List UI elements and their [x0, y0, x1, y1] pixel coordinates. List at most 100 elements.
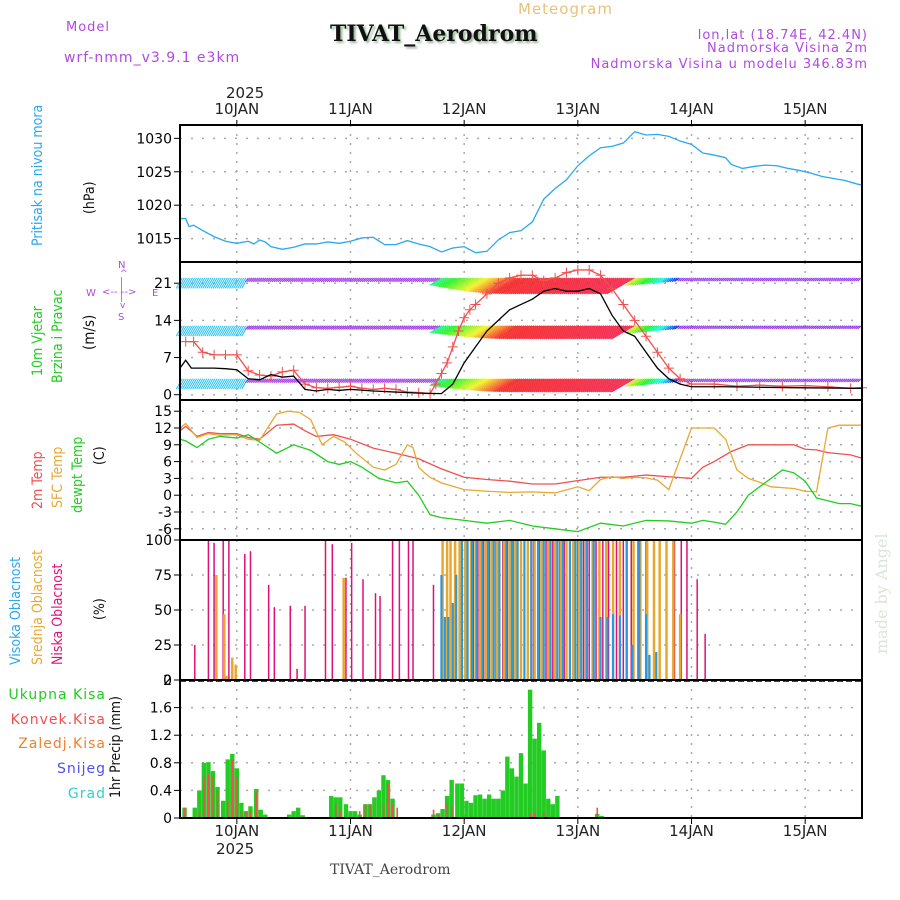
cloud-bar-visoka-oblacnost: [631, 645, 634, 680]
wind-barb: [206, 277, 214, 289]
gust-marker: [220, 349, 231, 360]
cloud-bar-niska-oblacnost: [249, 551, 252, 680]
gust-marker: [209, 349, 220, 360]
wind-barb: [220, 378, 228, 390]
gust-marker: [188, 336, 199, 347]
wind-barb: [233, 378, 240, 390]
wind-barb: [572, 378, 596, 393]
wind-barb: [793, 378, 799, 383]
legend-snow: Snijeg: [56, 761, 106, 777]
wind-barb: [648, 378, 658, 385]
wind-barb: [828, 277, 834, 282]
cloud-bar-srednja-oblacnost: [611, 540, 615, 680]
wind-barb: [836, 277, 842, 282]
wind-barb: [650, 277, 660, 284]
wind-barb: [851, 277, 856, 282]
cloud-bar-srednja-oblacnost: [565, 540, 568, 680]
cloud-bar-visoka-oblacnost: [498, 540, 501, 680]
wind-barb: [560, 378, 584, 393]
wind-barb: [757, 325, 762, 330]
wind-barb: [806, 378, 811, 383]
wind-barb: [422, 325, 429, 330]
wind-barb: [512, 325, 537, 340]
wind-barb: [701, 378, 707, 383]
cloud-bar-srednja-oblacnost: [598, 540, 601, 680]
model-elevation: Nadmorska Visina u modelu 346.83m: [590, 57, 868, 72]
wind-barb: [218, 378, 226, 390]
wind-barb: [818, 378, 823, 383]
wind-barb: [351, 277, 357, 283]
wind-barb: [465, 325, 486, 338]
wind-barb: [308, 325, 314, 330]
wind-barb: [679, 277, 684, 282]
wind-barb: [543, 277, 572, 295]
wind-barb: [216, 325, 224, 337]
wind-barb: [539, 378, 564, 393]
wind-barb: [379, 378, 386, 384]
precip-bar-total: [555, 795, 560, 818]
wind-barb: [504, 325, 529, 340]
gust-marker: [800, 380, 811, 391]
wind-barb: [521, 325, 545, 340]
wind-barb: [408, 325, 414, 330]
y-tick-label: 0.4: [150, 783, 172, 799]
wind-barb: [533, 325, 557, 340]
wind-barb: [634, 325, 645, 334]
wind-barb: [326, 378, 332, 384]
wind-barb: [369, 277, 375, 283]
gust-marker: [606, 283, 617, 294]
wind-barb: [549, 325, 574, 340]
wind-barb: [602, 277, 631, 295]
wind-barb: [755, 325, 760, 330]
wind-barb: [504, 378, 529, 393]
wind-barb: [196, 277, 204, 289]
wind-barb: [233, 325, 240, 337]
wind-barb: [454, 277, 476, 291]
wind-barb: [408, 378, 414, 384]
wind-barb: [604, 277, 633, 295]
wind-barb: [314, 277, 320, 283]
cloud-bar-visoka-oblacnost: [599, 617, 602, 680]
wind-barb: [495, 325, 519, 340]
wind-barb: [373, 325, 380, 330]
wind-barb: [279, 277, 285, 283]
wind-barb: [551, 277, 580, 295]
wind-barb: [381, 277, 388, 283]
wind-barb: [255, 277, 261, 283]
x-tick-label-bottom: 12JAN: [442, 822, 487, 840]
wind-barb: [328, 277, 334, 283]
cloud-bar-niska-oblacnost: [686, 540, 688, 680]
precip-bar-conv: [335, 804, 337, 818]
gust-marker: [277, 366, 288, 377]
wind-barb: [634, 378, 645, 387]
wind-barb: [816, 277, 821, 282]
wind-barb: [239, 325, 247, 337]
wind-barb: [371, 325, 377, 330]
wind-barb: [498, 325, 523, 340]
wind-barb: [748, 325, 754, 330]
wind-barb: [851, 325, 856, 330]
cloud-bar-niska-oblacnost: [296, 668, 298, 680]
wind-barb: [312, 378, 318, 384]
wind-barb: [186, 325, 193, 337]
y-tick-label: 0: [163, 388, 172, 404]
wind-barb: [448, 277, 467, 289]
wind-barb: [467, 277, 492, 292]
wind-barb: [689, 277, 695, 282]
wind-barb: [787, 325, 793, 330]
wind-barb: [582, 325, 607, 340]
wind-barb: [853, 378, 858, 383]
precip-bar-total: [455, 783, 460, 818]
wind-barb: [470, 325, 492, 338]
wind-barb: [759, 277, 764, 282]
wind-barb: [691, 277, 697, 282]
cloud-bar-niska-oblacnost: [398, 540, 401, 680]
wind-barb: [703, 277, 709, 282]
wind-barb: [818, 277, 823, 282]
cloud-bar-niska-oblacnost: [379, 596, 381, 680]
cloud-bar-srednja-oblacnost: [508, 540, 511, 680]
wind-barb: [244, 325, 251, 330]
wind-barb: [267, 325, 273, 330]
cloud-bar-srednja-oblacnost: [577, 540, 581, 680]
compass-vertical: ^ | | | v: [120, 269, 128, 311]
